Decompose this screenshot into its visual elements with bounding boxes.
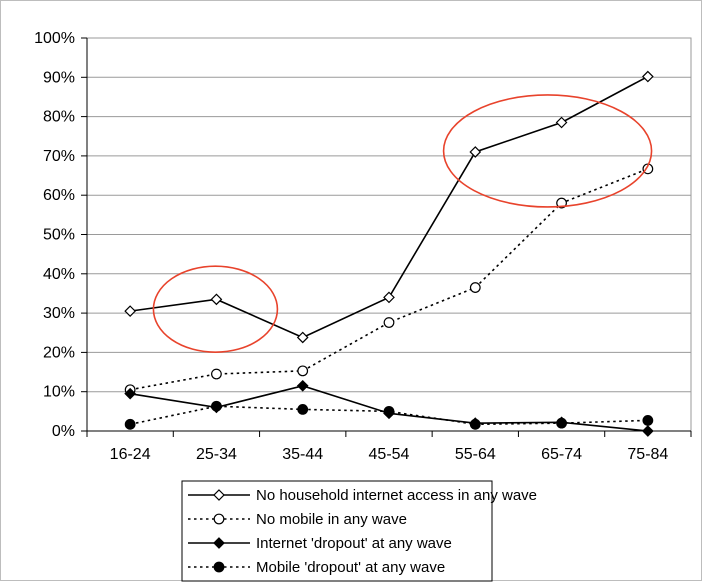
legend-label: Mobile 'dropout' at any wave <box>256 559 445 576</box>
data-point-series-2 <box>556 197 567 209</box>
data-point-series-1 <box>642 70 654 83</box>
data-point-series-4 <box>642 414 654 426</box>
highlight-ellipse <box>442 94 653 208</box>
y-tick-label: 20% <box>43 344 75 361</box>
x-tick-label: 45-54 <box>369 446 410 463</box>
highlight-ellipse <box>152 265 279 353</box>
legend-marker <box>213 561 225 573</box>
series-line-2 <box>129 168 649 391</box>
data-point-series-2 <box>297 365 309 377</box>
legend-label: No household internet access in any wave <box>256 487 537 504</box>
x-tick-label: 65-74 <box>541 446 582 463</box>
y-tick-label: 80% <box>43 109 75 126</box>
legend-box <box>181 480 493 582</box>
data-point-series-2 <box>211 368 222 380</box>
x-tick-label: 16-24 <box>110 446 151 463</box>
data-point-series-4 <box>556 417 567 429</box>
legend-label: Internet 'dropout' at any wave <box>256 535 452 552</box>
data-point-series-3 <box>124 387 136 400</box>
data-point-series-1 <box>555 116 568 129</box>
data-point-series-3 <box>642 425 654 437</box>
data-point-series-1 <box>469 146 482 158</box>
x-tick-label: 55-64 <box>455 446 496 463</box>
y-tick-label: 60% <box>43 187 75 204</box>
y-tick-label: 0% <box>52 423 75 440</box>
y-tick-label: 90% <box>43 69 75 86</box>
data-point-series-4 <box>383 405 395 417</box>
data-point-series-4 <box>124 418 136 430</box>
data-point-series-4 <box>469 418 481 430</box>
data-point-series-1 <box>210 293 223 306</box>
data-point-series-1 <box>124 305 136 317</box>
data-point-series-3 <box>296 379 309 392</box>
y-tick-label: 100% <box>34 30 75 47</box>
legend-marker <box>213 489 225 501</box>
data-point-series-2 <box>469 282 481 293</box>
y-tick-label: 50% <box>43 227 75 244</box>
legend-marker <box>213 537 225 549</box>
y-tick-label: 10% <box>43 384 75 401</box>
legend-marker <box>213 513 225 525</box>
data-point-series-2 <box>383 317 395 328</box>
x-tick-label: 35-44 <box>282 446 323 463</box>
data-point-series-4 <box>297 403 309 415</box>
data-point-series-4 <box>211 400 222 412</box>
data-point-series-1 <box>383 291 395 304</box>
x-tick-label: 25-34 <box>196 446 237 463</box>
y-tick-label: 70% <box>43 148 75 165</box>
x-tick-label: 75-84 <box>627 446 668 463</box>
y-tick-label: 30% <box>43 305 75 322</box>
data-point-series-1 <box>296 331 309 344</box>
legend-label: No mobile in any wave <box>256 511 407 528</box>
y-tick-label: 40% <box>43 266 75 283</box>
